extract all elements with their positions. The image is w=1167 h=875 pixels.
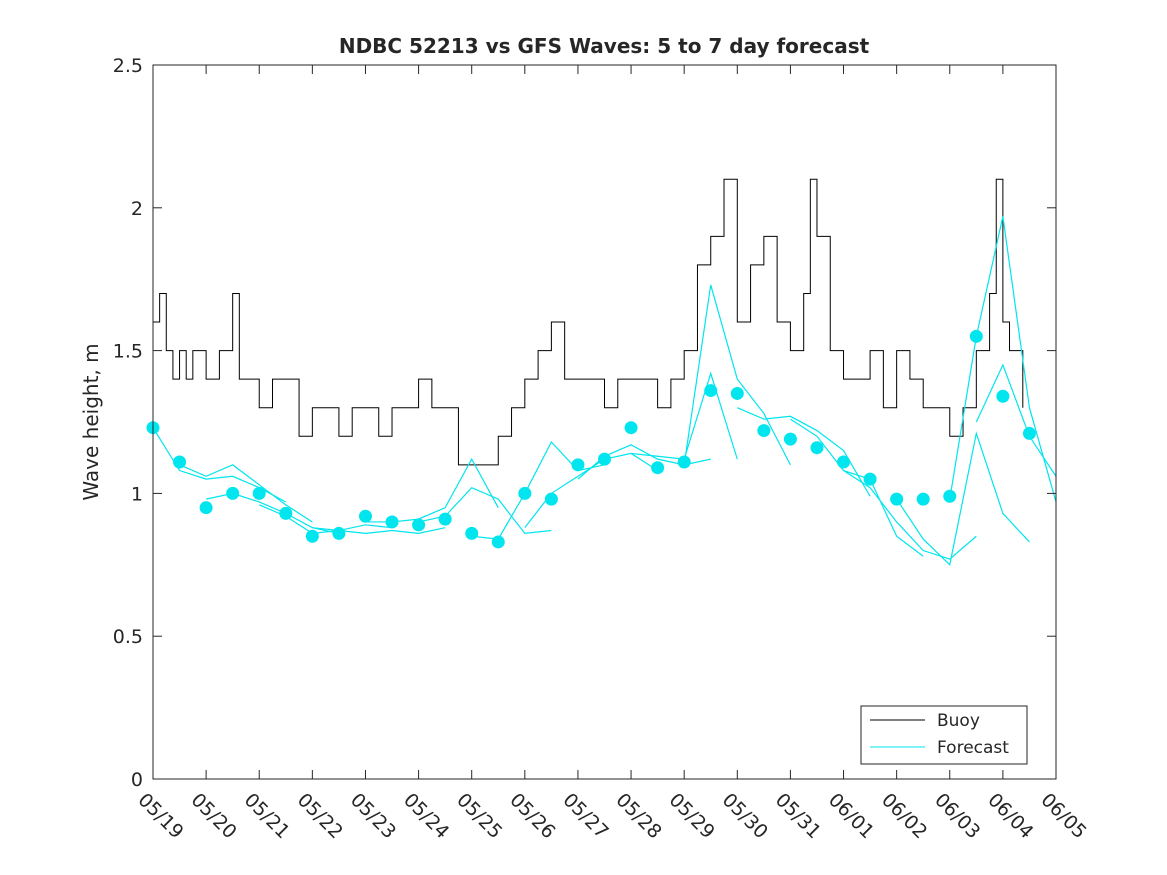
- forecast-point: [173, 455, 187, 469]
- forecast-point: [199, 501, 213, 515]
- forecast-point: [943, 489, 957, 503]
- forecast-point: [598, 452, 611, 466]
- forecast-point: [332, 526, 346, 540]
- forecast-point: [358, 509, 372, 523]
- forecast-point: [677, 455, 691, 469]
- legend-forecast-label: Forecast: [937, 738, 1009, 758]
- forecast-run-line: [975, 363, 1057, 477]
- chart-title: NDBC 52213 vs GFS Waves: 5 to 7 day fore…: [339, 34, 870, 58]
- forecast-point: [757, 424, 771, 438]
- y-tick-label: 1.5: [113, 341, 143, 363]
- plot-area: [153, 65, 1056, 779]
- forecast-points-layer: [146, 329, 1036, 549]
- forecast-point: [783, 432, 797, 446]
- forecast-point: [491, 535, 505, 549]
- y-tick-label: 1: [131, 483, 143, 505]
- y-tick-label: 0: [131, 769, 143, 791]
- forecast-point: [438, 512, 452, 526]
- buoy-series-layer: [153, 178, 1024, 466]
- forecast-run-line: [896, 431, 1030, 566]
- forecast-point: [730, 386, 744, 400]
- forecast-run-line: [179, 464, 313, 523]
- forecast-point: [412, 518, 426, 532]
- forecast-point: [996, 389, 1010, 403]
- y-tick-label: 0.5: [113, 626, 143, 648]
- forecast-run-line: [683, 284, 791, 466]
- forecast-point: [890, 492, 904, 506]
- forecast-point: [385, 515, 399, 529]
- y-tick-label: 2.5: [113, 55, 143, 77]
- buoy-line: [153, 178, 1024, 466]
- forecast-point: [837, 455, 851, 469]
- forecast-point: [704, 384, 718, 398]
- y-axis-label: Wave height, m: [79, 343, 103, 500]
- plot-box: [152, 64, 1057, 780]
- forecast-point: [465, 526, 479, 540]
- y-axis-ticks: 0 0.5 1 1.5 2 2.5: [113, 55, 1056, 791]
- forecast-point: [252, 486, 266, 500]
- forecast-point: [226, 486, 240, 500]
- forecast-point: [571, 458, 585, 472]
- y-tick-label: 2: [131, 198, 143, 220]
- forecast-point: [518, 486, 532, 500]
- forecast-point: [305, 529, 319, 543]
- forecast-run-line: [790, 418, 924, 557]
- forecast-run-line: [843, 470, 977, 560]
- forecast-point: [1022, 426, 1036, 440]
- forecast-run-line: [949, 216, 1057, 503]
- forecast-point: [863, 472, 877, 486]
- legend-buoy-label: Buoy: [937, 711, 980, 731]
- forecast-point: [624, 421, 638, 435]
- forecast-point: [279, 506, 293, 520]
- forecast-point: [651, 461, 665, 475]
- legend-box: [860, 705, 1028, 765]
- forecast-point: [544, 492, 558, 506]
- forecast-point: [969, 329, 983, 343]
- legend: Buoy Forecast: [860, 705, 1028, 765]
- forecast-point: [810, 441, 824, 455]
- forecast-point: [916, 492, 930, 506]
